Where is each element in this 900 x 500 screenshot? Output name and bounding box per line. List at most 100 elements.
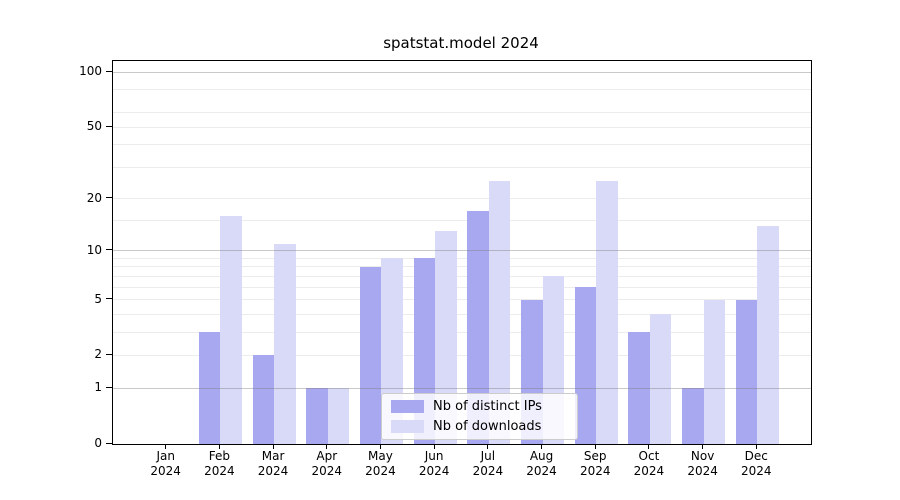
y-tick-label: 1	[94, 380, 102, 395]
x-tick-label-jul: Jul 2024	[456, 449, 520, 479]
bar-may-distinct-ips	[359, 266, 382, 444]
y-tick-mark	[106, 298, 112, 300]
gridline-minor	[113, 112, 811, 114]
x-tick-label-may: May 2024	[348, 449, 412, 479]
gridline-minor	[113, 198, 811, 200]
x-tick-month: Apr	[316, 449, 338, 463]
bar-dec-downloads	[757, 225, 779, 444]
x-tick-label-mar: Mar 2024	[241, 449, 305, 479]
y-tick-mark	[106, 249, 112, 251]
x-tick-month: Jan	[156, 449, 175, 463]
x-tick-year: 2024	[633, 464, 665, 478]
x-tick-year: 2024	[418, 464, 450, 478]
x-tick-year: 2024	[472, 464, 504, 478]
gridline-major	[113, 71, 811, 73]
bar-mar-downloads	[274, 243, 296, 444]
x-tick-mark	[487, 444, 489, 449]
gridline-minor	[113, 126, 811, 128]
x-tick-mark	[218, 444, 220, 449]
gridline-minor	[113, 286, 811, 288]
x-tick-label-oct: Oct 2024	[617, 449, 681, 479]
x-tick-mark	[541, 444, 543, 449]
bar-apr-downloads	[327, 388, 350, 444]
bar-nov-distinct-ips	[682, 388, 704, 444]
y-tick-label: 5	[94, 291, 102, 306]
y-tick-mark	[106, 353, 112, 355]
x-tick-year: 2024	[687, 464, 718, 478]
bar-oct-distinct-ips	[628, 332, 650, 444]
x-tick-month: Feb	[208, 449, 230, 463]
x-tick-mark	[702, 444, 704, 449]
x-tick-label-apr: Apr 2024	[295, 449, 359, 479]
gridline-minor	[113, 89, 811, 91]
bar-sep-distinct-ips	[574, 287, 597, 444]
x-tick-label-nov: Nov 2024	[671, 449, 735, 479]
legend-entry-downloads: Nb of downloads	[391, 419, 568, 434]
bar-jul-distinct-ips	[467, 211, 489, 444]
bar-jun-downloads	[435, 231, 457, 444]
x-tick-label-sep: Sep 2024	[563, 449, 627, 479]
x-tick-month: Jun	[424, 449, 444, 463]
legend-label-distinct-ips: Nb of distinct IPs	[433, 399, 542, 414]
gridline-major	[113, 250, 811, 252]
x-tick-label-jan: Jan 2024	[134, 449, 198, 479]
x-tick-month: Oct	[638, 449, 660, 463]
gridline-minor	[113, 331, 811, 333]
y-tick-label: 50	[86, 119, 102, 134]
x-tick-month: May	[368, 449, 393, 463]
x-tick-year: 2024	[204, 464, 235, 478]
gridline-minor	[113, 220, 811, 222]
gridline-minor	[113, 354, 811, 356]
legend-swatch-downloads	[391, 420, 424, 433]
x-tick-mark	[755, 444, 757, 449]
gridline-minor	[113, 144, 811, 146]
x-tick-year: 2024	[741, 464, 772, 478]
x-tick-year: 2024	[311, 464, 343, 478]
y-tick-label: 100	[79, 64, 102, 78]
legend: Nb of distinct IPs Nb of downloads	[381, 393, 578, 440]
legend-swatch-distinct-ips	[391, 400, 424, 413]
x-tick-month: Jul	[480, 449, 496, 463]
gridline-minor	[113, 299, 811, 301]
y-tick-mark	[106, 386, 112, 388]
gridline-major	[113, 387, 811, 389]
x-tick-label-dec: Dec 2024	[724, 449, 788, 479]
y-tick-label: 20	[86, 190, 102, 205]
x-tick-mark	[272, 444, 274, 449]
bar-feb-downloads	[220, 215, 242, 444]
x-tick-month: Aug	[529, 449, 554, 463]
bar-sep-downloads	[596, 181, 618, 444]
x-tick-mark	[326, 444, 328, 449]
x-tick-month: Nov	[690, 449, 715, 463]
x-tick-mark	[648, 444, 650, 449]
x-tick-mark	[165, 444, 167, 449]
x-tick-mark	[594, 444, 596, 449]
x-tick-month: Dec	[744, 449, 768, 463]
y-tick-label: 10	[86, 242, 102, 257]
x-tick-mark	[379, 444, 381, 449]
x-tick-year: 2024	[257, 464, 289, 478]
y-tick-mark	[106, 70, 112, 72]
x-tick-label-jun: Jun 2024	[402, 449, 466, 479]
x-tick-month: Sep	[583, 449, 607, 463]
plot-area	[112, 60, 812, 445]
y-tick-label: 0	[94, 436, 102, 450]
bar-nov-downloads	[703, 299, 726, 444]
x-tick-mark	[433, 444, 435, 449]
bar-dec-distinct-ips	[735, 299, 758, 444]
bar-apr-distinct-ips	[306, 388, 328, 444]
y-tick-mark	[106, 197, 112, 199]
legend-label-downloads: Nb of downloads	[433, 419, 542, 434]
gridline-minor	[113, 313, 811, 315]
bar-oct-downloads	[649, 314, 672, 444]
x-tick-label-aug: Aug 2024	[510, 449, 574, 479]
gridline-minor	[113, 266, 811, 268]
y-tick-mark	[106, 125, 112, 127]
gridline-minor	[113, 166, 811, 168]
y-tick-mark	[106, 442, 112, 444]
x-tick-year: 2024	[526, 464, 557, 478]
bar-feb-distinct-ips	[198, 332, 221, 444]
gridline-minor	[113, 257, 811, 259]
x-tick-year: 2024	[579, 464, 611, 478]
